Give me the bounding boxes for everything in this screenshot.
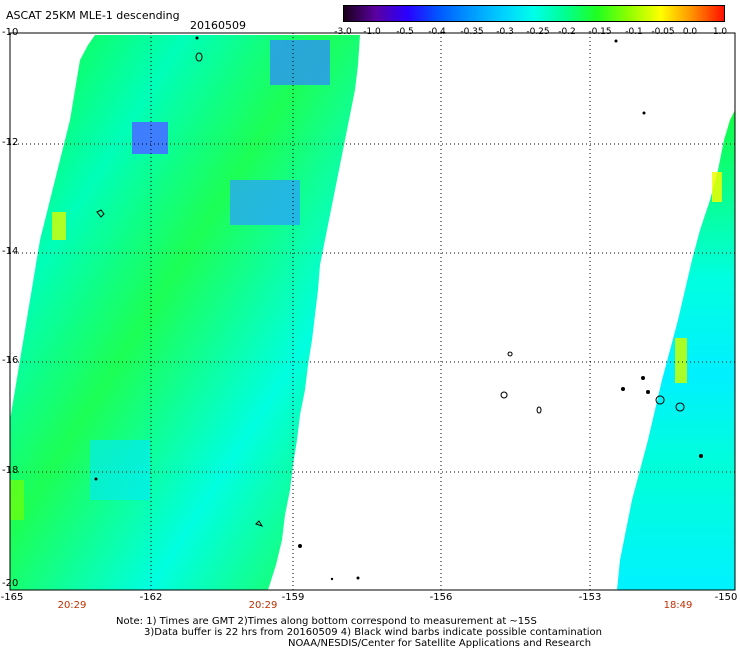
colorbar-label: 0.0 [682,27,698,37]
island [655,395,665,405]
lat-tick-label: -10 [2,27,19,38]
colorbar-label: -3.0 [334,27,352,37]
swath-left [10,35,360,590]
plot-frame [9,32,736,591]
lon-tick-label: -162 [139,592,163,603]
colorbar-label: -0.3 [496,27,514,37]
colorbar-label: -0.25 [526,27,550,37]
colorbar [343,5,725,22]
colorbar-label: -0.4 [428,27,446,37]
island [330,577,334,581]
colorbar-label: -0.15 [588,27,612,37]
note-line: Note: 1) Times are GMT 2)Times along bot… [116,616,537,627]
lon-tick-label: -156 [429,592,453,603]
swath-patch [10,480,24,520]
island [96,209,105,218]
colorbar-label: -0.1 [625,27,643,37]
swath-time: 20:29 [248,600,278,611]
colorbar-label: -0.35 [460,27,484,37]
colorbar-label: -0.05 [651,27,675,37]
island [699,454,703,458]
island [507,351,513,357]
colorbar-label: -0.5 [396,27,414,37]
island [94,477,98,481]
lat-tick-label: -14 [2,246,19,257]
colorbar-label: -0.2 [558,27,576,37]
swath-patch [270,40,330,85]
lon-tick-label: -153 [578,592,602,603]
note-line: 3)Data buffer is 22 hrs from 20160509 4)… [144,627,602,638]
swath-time: 20:29 [57,600,87,611]
island [646,390,650,394]
island [675,402,685,412]
island [500,391,508,399]
swath-patch [52,212,66,240]
swath-patch [712,172,722,202]
lon-tick-label: -165 [0,592,24,603]
islands [96,52,685,527]
swath-patch [132,122,168,154]
lat-tick-label: -20 [2,578,19,589]
island [195,36,199,40]
lat-tick-label: -12 [2,137,19,148]
map-date: 20160509 [190,19,246,32]
lon-tick-label: -159 [281,592,305,603]
lat-tick-label: -18 [2,465,19,476]
island [298,544,302,548]
note-line: NOAA/NESDIS/Center for Satellite Applica… [288,638,592,649]
swath-patch [230,180,300,225]
swath-patch [675,338,687,383]
island [356,576,360,580]
island [641,376,645,380]
island [614,39,618,43]
swath-time: 18:49 [663,600,693,611]
island [255,520,264,527]
colorbar-label: -1.0 [363,27,381,37]
lat-tick-label: -16 [2,355,19,366]
island [621,387,625,391]
grid-lines [10,33,735,590]
colorbar-label: 1.0 [712,27,728,37]
island [195,52,203,62]
island-dots [94,36,703,581]
island [536,406,542,414]
map-title: ASCAT 25KM MLE-1 descending [6,9,180,22]
lon-tick-label: -150 [714,592,738,603]
swath-patch [90,440,150,500]
island [642,111,646,115]
